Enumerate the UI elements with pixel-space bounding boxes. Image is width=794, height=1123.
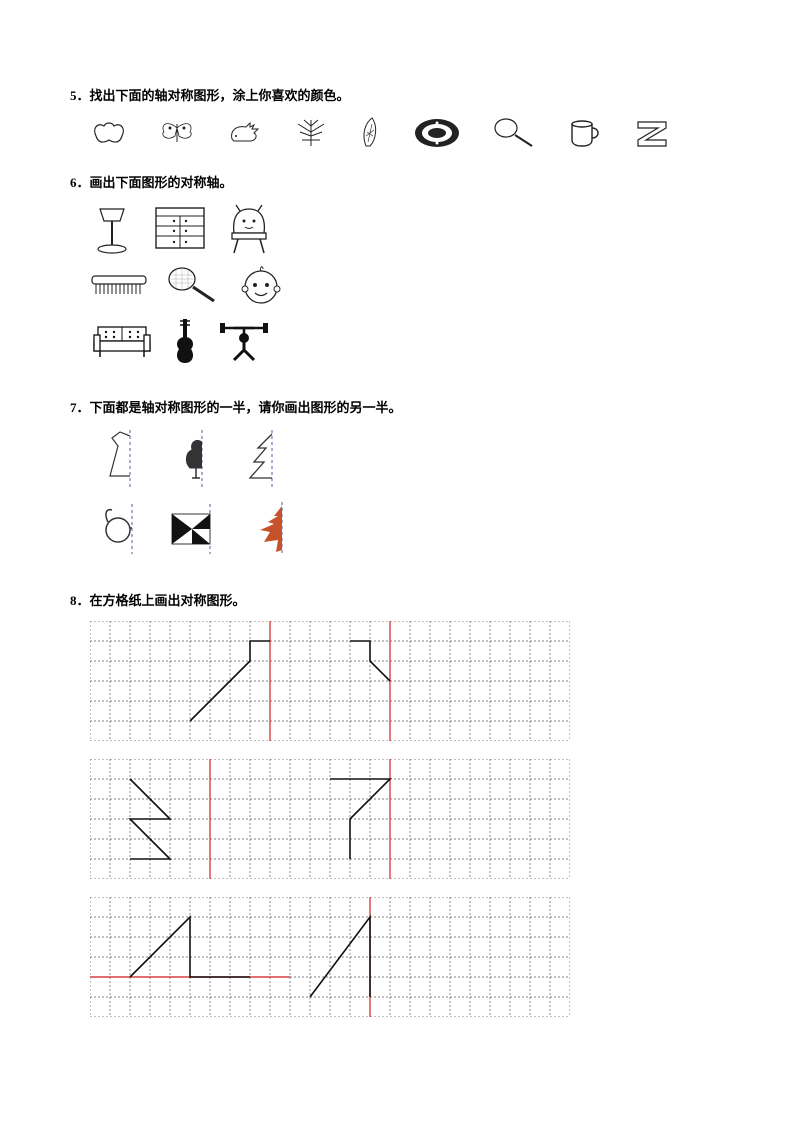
- lamp-icon: [90, 203, 134, 255]
- hedgehog-icon: [226, 119, 264, 147]
- ornament-icon: [412, 116, 462, 150]
- question-8: 8．在方格纸上画出对称图形。: [70, 590, 724, 1017]
- blob-icon: [90, 118, 128, 148]
- lute-icon: [172, 315, 198, 367]
- z-letter-icon: [634, 118, 670, 148]
- chair-icon: [226, 203, 272, 255]
- weightlifter-icon: [216, 320, 272, 362]
- q6-text: 6．画出下面图形的对称轴。: [70, 172, 724, 191]
- q5-icons: [70, 116, 724, 150]
- leaf-icon: [294, 118, 328, 148]
- butterfly-icon: [158, 118, 196, 148]
- dresser-icon: [152, 204, 208, 254]
- q8-grid-2: [70, 759, 724, 879]
- racket-icon: [166, 265, 220, 305]
- comb-icon: [90, 270, 148, 300]
- half-tree-icon: [234, 428, 288, 490]
- half-triangles-icon: [162, 500, 222, 558]
- magnifier-icon: [492, 116, 536, 150]
- q7-shapes: [70, 428, 296, 568]
- q8-grid-3: [70, 897, 724, 1017]
- half-chick-icon: [162, 428, 216, 490]
- question-5: 5．找出下面的轴对称图形，涂上你喜欢的颜色。: [70, 85, 724, 150]
- q8-grid-1: [70, 621, 724, 741]
- feather-icon: [358, 116, 382, 150]
- q5-text: 5．找出下面的轴对称图形，涂上你喜欢的颜色。: [70, 85, 724, 104]
- q8-text: 8．在方格纸上画出对称图形。: [70, 590, 724, 609]
- q7-text: 7．下面都是轴对称图形的一半，请你画出图形的另一半。: [70, 397, 724, 416]
- baby-icon: [238, 263, 284, 307]
- half-glasses-icon: [90, 500, 144, 558]
- half-maple-icon: [240, 500, 296, 558]
- question-7: 7．下面都是轴对称图形的一半，请你画出图形的另一半。: [70, 397, 724, 568]
- question-6: 6．画出下面图形的对称轴。: [70, 172, 724, 375]
- q6-icons: [70, 203, 284, 375]
- half-dress-icon: [90, 428, 144, 490]
- sofa-icon: [90, 321, 154, 361]
- cup-icon: [566, 118, 604, 148]
